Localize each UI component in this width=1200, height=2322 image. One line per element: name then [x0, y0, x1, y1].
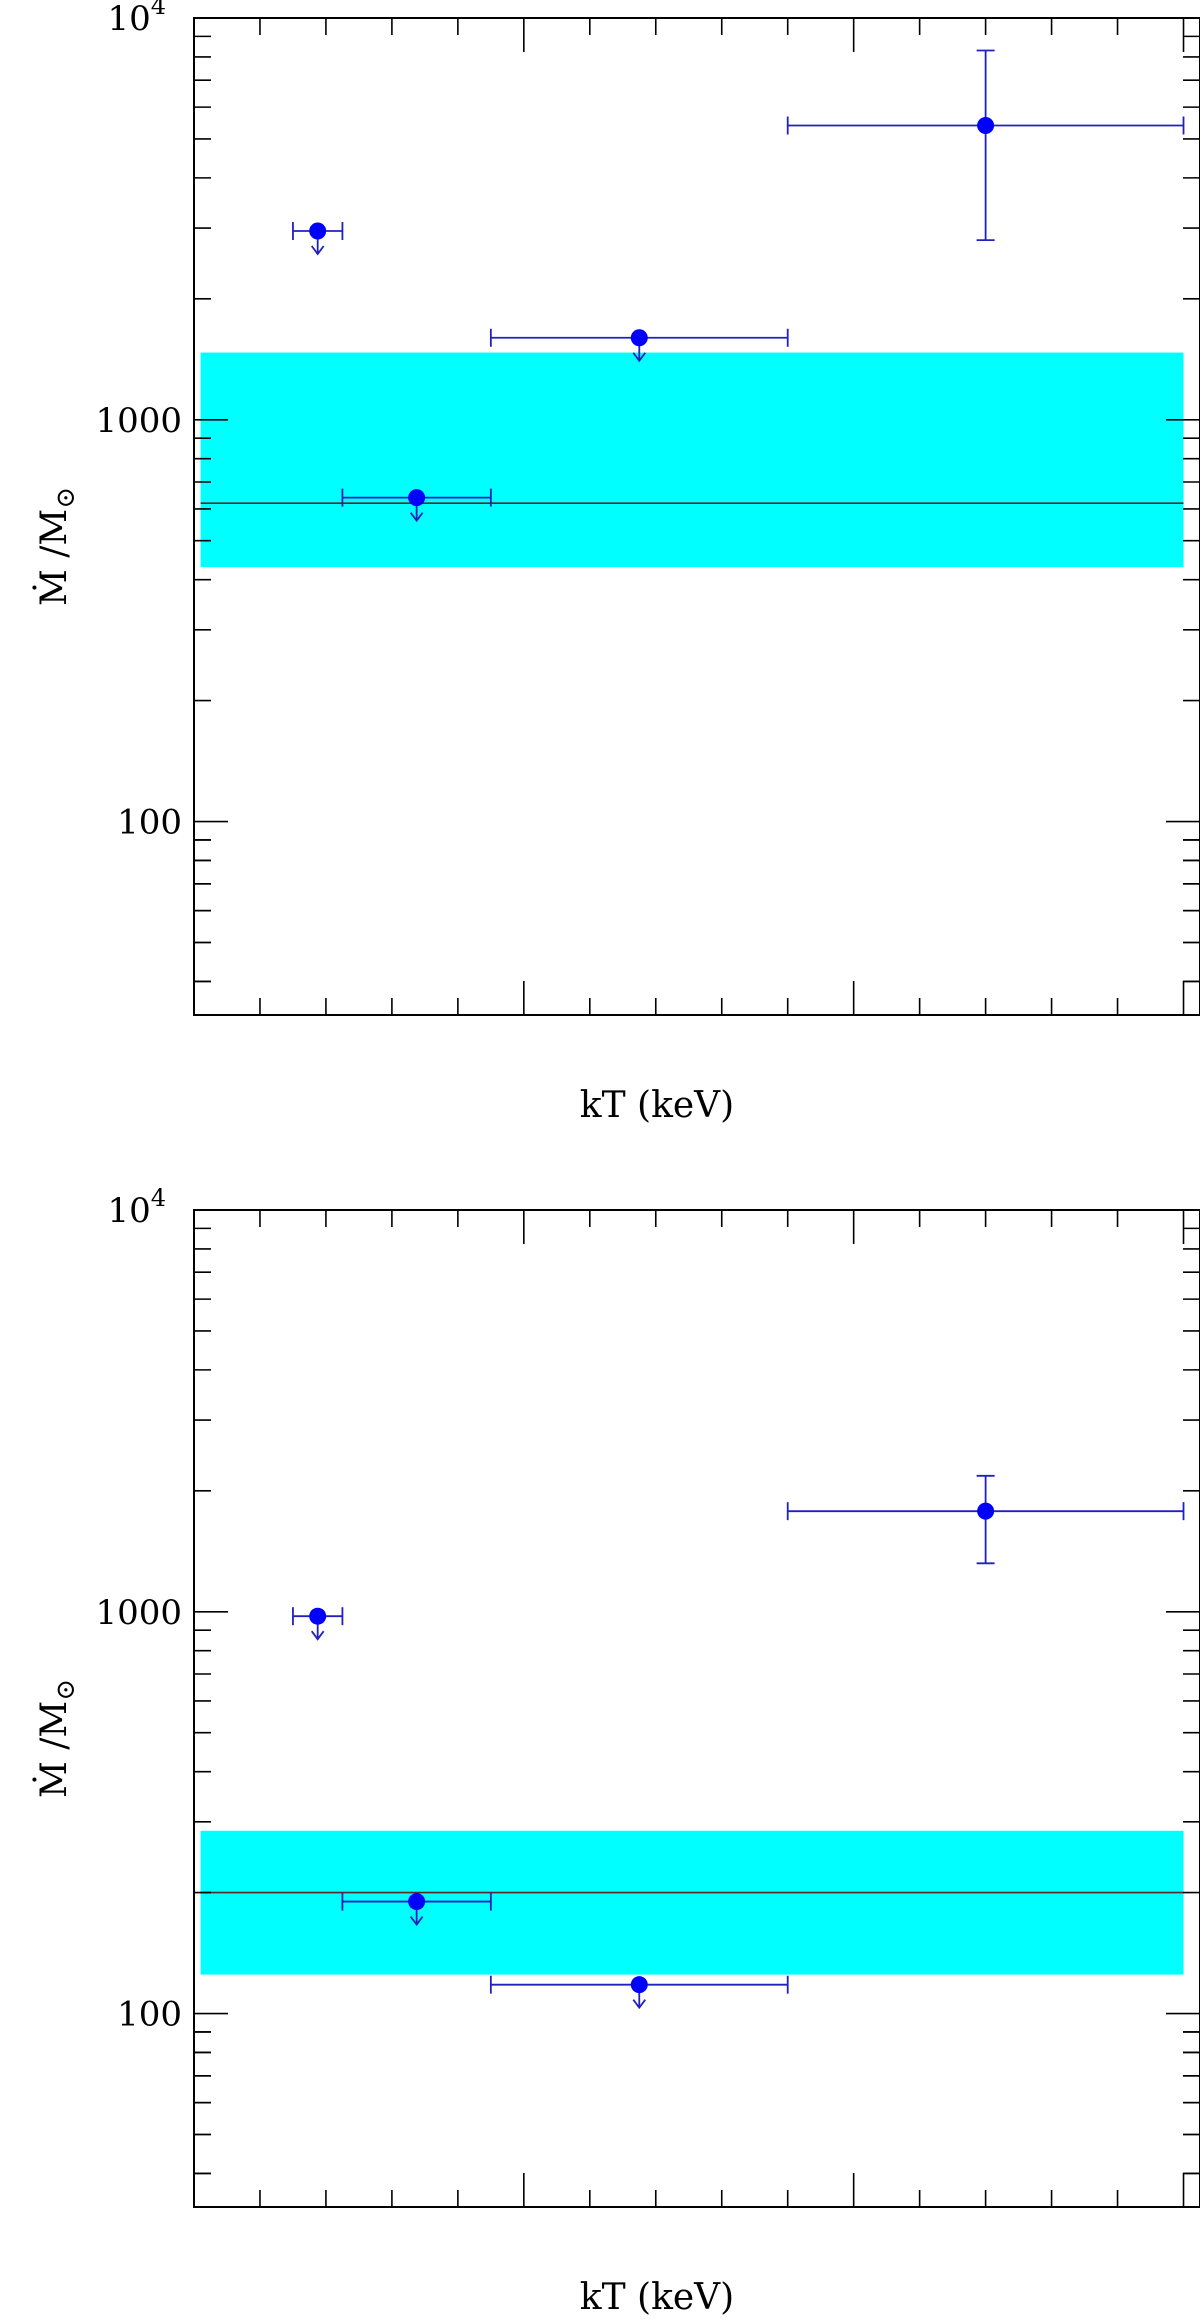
data-point-3: [786, 1474, 1185, 1565]
data-marker: [630, 329, 648, 347]
top-panel: 100 1000 104 kT (keV) Ṁ /M⊙: [33, 0, 1200, 1126]
confidence-band: [200, 1830, 1184, 1975]
upper-limit-arrow: [409, 512, 424, 523]
y-tick-label: 1000: [95, 401, 182, 441]
y-tick-label: 100: [117, 1995, 182, 2035]
y-tick-label: 104: [107, 0, 166, 39]
confidence-band: [200, 352, 1184, 568]
data-marker: [408, 1893, 426, 1911]
data-point-0: [292, 222, 344, 256]
data-point-1: [341, 488, 492, 523]
data-marker: [309, 1607, 327, 1625]
data-point-1: [341, 1892, 492, 1927]
y-tick-label: 100: [117, 803, 182, 843]
data-marker: [630, 1976, 648, 1994]
y-axis-title-unit: /M: [34, 1701, 75, 1761]
y-tick-label: 1000: [95, 1593, 182, 1633]
data-marker: [977, 1502, 995, 1520]
x-axis-title: kT (keV): [580, 2277, 734, 2318]
y-tick-label-base: 10: [107, 0, 150, 39]
upper-limit-arrow: [310, 245, 325, 256]
upper-limit-arrow: [632, 1999, 646, 2010]
y-axis-title-main: Ṁ: [33, 1761, 75, 1798]
upper-limit-arrow: [310, 1630, 325, 1641]
data-marker: [977, 117, 995, 135]
plot-frame: [193, 1209, 1200, 2208]
data-marker: [408, 489, 426, 507]
y-tick-label-exponent: 4: [151, 1184, 166, 1212]
y-axis-title-unit: /M: [34, 509, 75, 569]
plot-frame: [193, 17, 1200, 1016]
y-axis-title-sub: ⊙: [51, 1679, 81, 1701]
y-axis-title: Ṁ /M⊙: [33, 1679, 81, 1798]
data-point-0: [292, 1607, 344, 1641]
y-tick-label-base: 10: [107, 1191, 150, 1231]
data-point-3: [786, 49, 1185, 242]
data-marker: [309, 222, 327, 240]
bottom-panel: 100 1000 104 kT (keV) Ṁ /M⊙: [33, 1184, 1200, 2318]
data-point-2: [489, 328, 789, 363]
y-axis-title: Ṁ /M⊙: [33, 487, 81, 606]
x-axis-title: kT (keV): [580, 1085, 734, 1126]
upper-limit-arrow: [632, 352, 646, 363]
data-point-2: [489, 1975, 789, 2010]
y-tick-label: 104: [107, 1184, 166, 1231]
upper-limit-arrow: [409, 1916, 424, 1927]
y-axis-title-sub: ⊙: [51, 487, 81, 509]
y-axis-title-main: Ṁ: [33, 569, 75, 606]
y-tick-label-exponent: 4: [151, 0, 166, 20]
